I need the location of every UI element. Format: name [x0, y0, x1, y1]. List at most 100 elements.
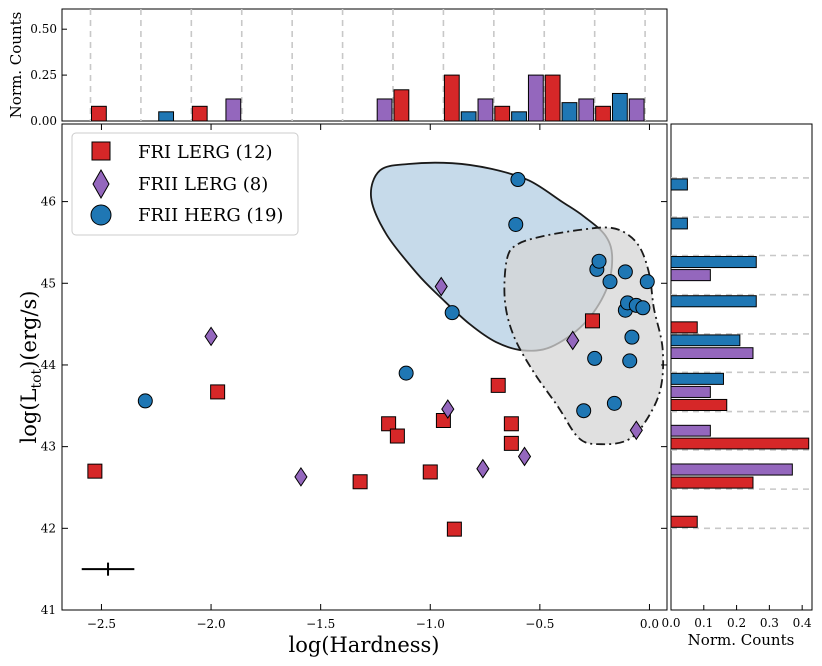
right-hist-frame	[670, 123, 813, 611]
fri-lerg-point	[210, 384, 226, 400]
right-hist-bar	[671, 217, 688, 230]
main-plot-frame	[61, 123, 668, 611]
main-scatter-panel: −2.5 −2.0 −1.5 −1.0 −0.5 0.0 41 42 43 44 45 46 log…	[17, 123, 668, 657]
error-cross	[81, 562, 135, 576]
frii-herg-point	[602, 274, 618, 290]
main-xtick-label: −2.5	[87, 617, 116, 631]
frii-herg-point	[639, 274, 655, 290]
frii-lerg-point	[441, 399, 455, 419]
fri-lerg-point	[352, 474, 368, 490]
right-hist-xtick-label: 0.4	[793, 616, 812, 630]
main-xtick-label: −1.0	[416, 617, 445, 631]
top-hist-bar	[611, 92, 628, 121]
main-xtick-label: −0.5	[525, 617, 554, 631]
top-hist-bar	[628, 98, 645, 121]
top-hist-bar	[225, 98, 242, 121]
top-hist-bar	[90, 105, 107, 121]
top-hist-bar	[443, 74, 460, 121]
top-hist-ylabel: Norm. Counts	[7, 12, 25, 119]
frii-lerg-point	[629, 420, 643, 441]
top-hist-bar	[595, 105, 611, 121]
top-hist-bar	[477, 98, 494, 121]
main-xtick-label: −1.5	[306, 617, 335, 631]
main-xtick-label: 0.0	[640, 617, 659, 631]
top-hist-ytick-label: 0.50	[30, 22, 57, 36]
frii-herg-point	[635, 300, 651, 316]
legend-marker-diamond	[92, 168, 110, 200]
right-hist-bar	[671, 334, 741, 347]
top-hist-bar	[527, 74, 544, 121]
top-hist-bar	[561, 102, 578, 121]
frii-lerg-point	[434, 276, 448, 297]
right-hist-bar	[671, 295, 757, 308]
fri-lerg-point	[422, 464, 438, 480]
legend-marker-square	[91, 141, 111, 161]
right-hist-xticks: 0.0 0.1 0.2 0.3 0.4	[661, 605, 812, 630]
right-hist-bar	[671, 385, 711, 398]
frii-herg-point	[624, 329, 640, 345]
gray-filled-contour	[503, 226, 665, 446]
frii-herg-point	[591, 253, 607, 269]
right-hist-bar	[671, 347, 754, 360]
frii-herg-point	[398, 365, 414, 381]
top-hist-bar	[393, 89, 410, 121]
right-hist-bars	[671, 178, 810, 528]
legend-label-frii-herg: FRII HERG (19)	[138, 205, 283, 226]
top-hist-frame	[61, 8, 668, 122]
frii-herg-point	[576, 403, 592, 419]
right-hist-bar	[671, 437, 810, 450]
main-xtick-label: −2.0	[196, 617, 225, 631]
legend-label-fri-lerg: FRI LERG (12)	[138, 142, 273, 163]
top-hist-ytick-label: 0.00	[30, 114, 57, 128]
frii-lerg-point	[566, 330, 580, 351]
density-contours	[370, 161, 665, 446]
frii-herg-point	[617, 264, 633, 280]
fri-lerg-point	[503, 416, 519, 432]
right-hist-xtick-label: 0.0	[661, 616, 680, 630]
legend-marker-circle	[90, 204, 112, 226]
main-ytick-label: 42	[41, 521, 56, 535]
legend: FRI LERG (12) FRII LERG (8) FRII HERG (1…	[71, 132, 299, 236]
frii-herg-point	[587, 350, 603, 366]
top-hist-ytick-label: 0.25	[30, 68, 57, 82]
fri-lerg-point	[446, 521, 462, 537]
right-hist-bar	[671, 256, 757, 269]
right-histogram-panel: 0.0 0.1 0.2 0.3 0.4 Norm. Counts	[661, 123, 813, 649]
right-hist-bar	[671, 398, 728, 412]
fri-lerg-point	[87, 463, 103, 479]
top-hist-gridlines	[89, 9, 646, 121]
right-hist-xtick-label: 0.3	[760, 616, 779, 630]
fri-lerg-point	[381, 416, 397, 432]
legend-label-frii-lerg: FRII LERG (8)	[138, 174, 268, 195]
main-xticks: −2.5 −2.0 −1.5 −1.0 −0.5 0.0	[87, 124, 659, 631]
right-hist-xtick-label: 0.1	[694, 616, 713, 630]
right-hist-bar	[671, 463, 793, 476]
right-hist-bar	[671, 321, 698, 334]
right-hist-bar	[671, 476, 754, 489]
top-hist-bar	[511, 111, 527, 121]
main-ytick-label: 43	[41, 440, 56, 454]
top-hist-bar	[544, 74, 561, 121]
frii-herg-point	[606, 395, 622, 411]
right-hist-bar	[671, 515, 698, 528]
right-hist-xtick-label: 0.2	[727, 616, 746, 630]
top-hist-bar	[158, 111, 175, 121]
fri-lerg-point	[584, 313, 600, 329]
fri-lerg-point	[490, 377, 506, 393]
right-hist-gridlines	[671, 177, 812, 530]
frii-lerg-point	[294, 466, 308, 487]
right-hist-bar	[671, 178, 688, 191]
main-yticks: 41 42 43 44 45 46	[41, 195, 667, 617]
main-ytick-label: 45	[41, 276, 56, 290]
frii-herg-point	[510, 172, 526, 188]
frii-lerg-point	[204, 326, 218, 347]
frii-lerg-point	[517, 446, 532, 467]
top-hist-yticks: 0.00 0.25 0.50	[30, 22, 67, 128]
main-ytick-label: 46	[41, 195, 56, 209]
legend-box	[71, 132, 299, 236]
main-xlabel: log(Hardness)	[288, 633, 439, 657]
frii-herg-point	[444, 305, 460, 321]
right-hist-bar	[671, 424, 711, 437]
top-hist-bars	[90, 74, 645, 121]
top-hist-bar	[578, 98, 595, 121]
